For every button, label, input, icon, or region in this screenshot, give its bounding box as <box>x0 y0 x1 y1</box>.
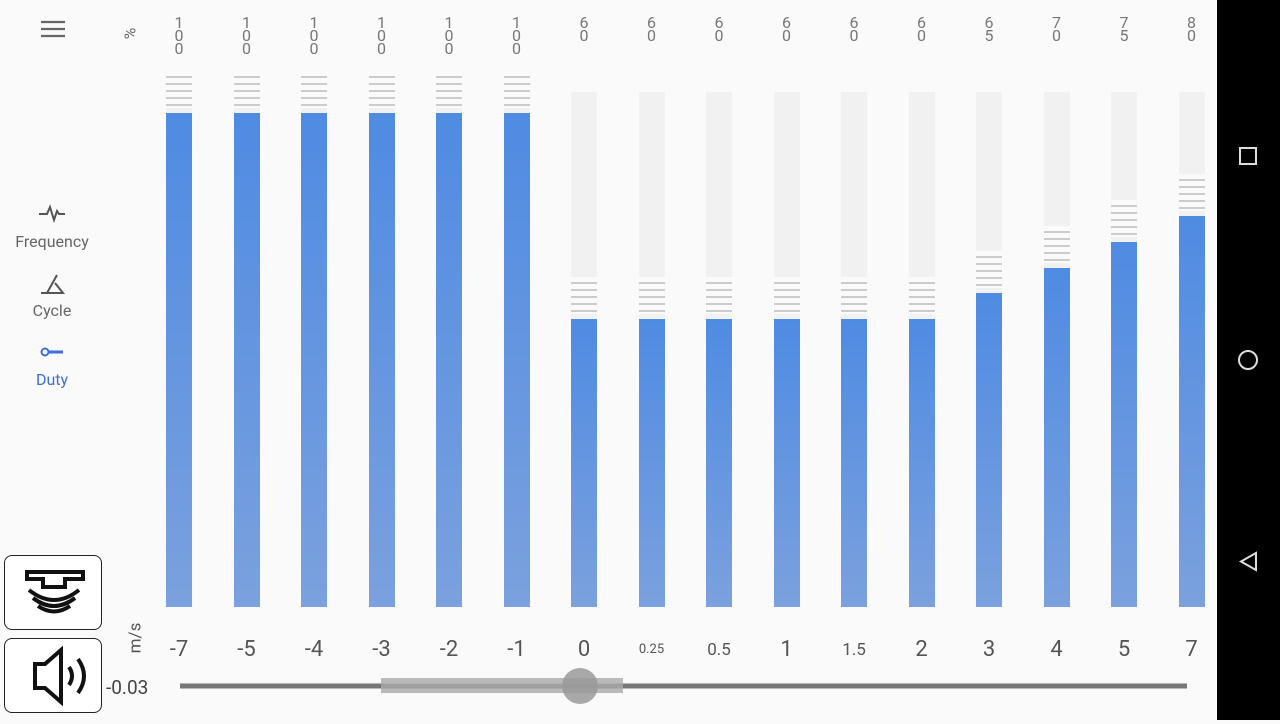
bar-handle <box>301 71 327 108</box>
sensor-button[interactable] <box>4 555 102 630</box>
duty-bar[interactable] <box>368 113 395 607</box>
speed-label: -2 <box>439 636 459 662</box>
value-label: 100 <box>174 13 184 58</box>
duty-bar[interactable] <box>1111 241 1137 607</box>
value-label: 100 <box>309 13 319 58</box>
duty-bar[interactable] <box>436 113 462 607</box>
value-label: 60 <box>917 13 926 45</box>
speed-label: -1 <box>507 636 526 662</box>
speed-label: 0.25 <box>638 642 665 658</box>
nav-bar <box>1217 0 1280 720</box>
bar-handle <box>368 71 395 108</box>
duty-bar[interactable] <box>1178 216 1205 607</box>
duty-bar[interactable] <box>976 293 1002 607</box>
speaker-icon <box>33 645 86 707</box>
value-label: 100 <box>512 13 521 58</box>
sound-button[interactable] <box>4 638 102 713</box>
duty-bar[interactable] <box>706 319 732 607</box>
nav-icons <box>1238 147 1258 572</box>
value-label: 60 <box>579 13 589 45</box>
speed-label: -5 <box>237 636 256 662</box>
speed-label: -3 <box>372 636 391 662</box>
speed-slider[interactable] <box>170 662 1200 710</box>
menu-item[interactable]: Duty <box>0 340 104 389</box>
menu-label: Duty <box>35 370 69 389</box>
bar-handle <box>1111 199 1137 237</box>
speed-label: -7 <box>169 636 189 662</box>
duty-bar[interactable] <box>233 113 260 607</box>
sensor-icon <box>25 570 85 614</box>
value-unit: % <box>120 27 140 40</box>
value-label: 80 <box>1187 13 1196 45</box>
menu-item[interactable]: Cycle <box>0 271 104 320</box>
duty-bar[interactable] <box>1043 267 1070 607</box>
speed-label: 3 <box>982 636 996 662</box>
value-label: 70 <box>1052 13 1061 45</box>
duty-bar[interactable] <box>571 319 597 607</box>
speed-label: 2 <box>915 636 928 662</box>
bar-handle <box>571 277 597 314</box>
bar-handle <box>503 71 530 108</box>
speed-label: -4 <box>304 636 324 662</box>
bar-handle <box>166 71 192 108</box>
bar-handle <box>233 71 260 108</box>
speed-label: 4 <box>1050 636 1063 662</box>
duty-bar[interactable] <box>301 113 327 607</box>
menu-icon <box>40 347 63 357</box>
speed-label: 1.5 <box>842 639 866 660</box>
duty-bar[interactable] <box>503 113 530 607</box>
bar-handle <box>436 71 462 108</box>
speed-label: 0.5 <box>707 639 731 660</box>
speed-label: 1 <box>780 636 793 662</box>
value-label: 60 <box>714 13 724 45</box>
value-label: 100 <box>444 13 454 58</box>
duty-bar[interactable] <box>773 319 800 607</box>
value-label: 60 <box>647 13 656 45</box>
menu-icon <box>39 204 65 224</box>
bar-handle <box>773 277 800 314</box>
value-label: 60 <box>782 13 791 45</box>
bar-handle <box>908 277 935 314</box>
value-label: 60 <box>849 13 859 45</box>
slider-value: -0.03 <box>106 676 149 699</box>
bar-handle <box>638 277 665 314</box>
speed-label: 7 <box>1185 636 1198 662</box>
value-label: 100 <box>242 13 251 58</box>
value-label: 75 <box>1119 13 1129 45</box>
speed-label: 0 <box>577 636 591 662</box>
bar-handle <box>841 277 867 314</box>
duty-bar[interactable] <box>638 319 665 607</box>
duty-bar[interactable] <box>166 113 192 607</box>
speed-label: 5 <box>1117 636 1131 662</box>
speed-unit: m/s <box>125 622 146 654</box>
menu-label: Cycle <box>32 301 72 320</box>
bar-handle <box>976 251 1002 289</box>
duty-bar[interactable] <box>841 319 867 607</box>
bar-handle <box>1043 225 1070 263</box>
value-label: 100 <box>377 13 386 58</box>
bar-handle <box>706 277 732 314</box>
menu-icon[interactable] <box>38 18 68 40</box>
bar-handle <box>1178 174 1205 211</box>
value-label: 65 <box>984 13 994 45</box>
duty-bar[interactable] <box>908 319 935 607</box>
menu-item[interactable]: Frequency <box>0 202 104 251</box>
menu-icon <box>41 274 66 294</box>
menu-label: Frequency <box>15 232 89 251</box>
